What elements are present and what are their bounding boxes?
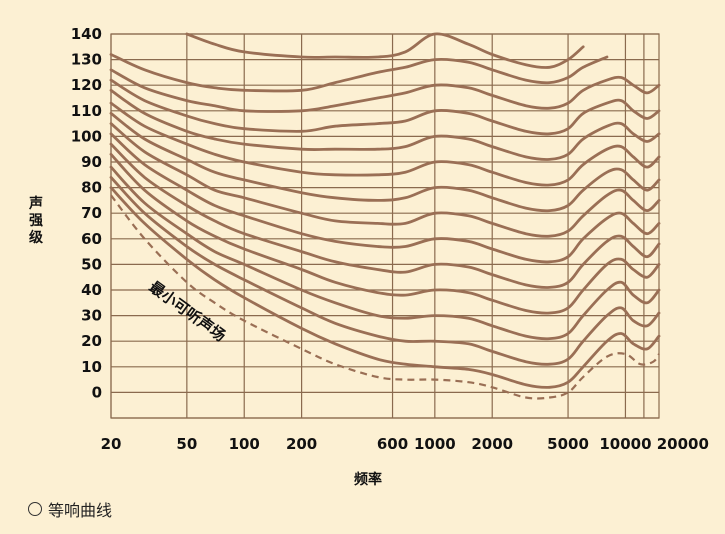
y-tick-label: 100 [71,127,102,145]
x-axis-ticks: 20 50 100 200 600 1000 2000 5000 10000 20000 [101,435,709,453]
y-tick-label: 20 [81,332,102,350]
x-tick-label: 2000 [471,435,513,453]
x-tick-label: 600 [377,435,408,453]
y-tick-label: 50 [81,255,102,273]
threshold-curve [110,194,660,400]
x-tick-label: 200 [286,435,317,453]
y-axis-ticks: 0 10 20 30 40 50 60 70 80 90 100 110 120 130 140 [71,25,102,401]
y-tick-label: 130 [71,51,102,69]
curves [109,32,661,400]
x-tick-label: 20 [101,435,122,453]
circle-icon [28,502,42,516]
y-tick-label: 60 [81,230,102,248]
y-tick-label: 110 [71,102,102,120]
y-tick-label: 80 [81,179,102,197]
loudness-curve-30 [109,165,661,341]
x-axis-label: 频率 [354,471,382,488]
y-tick-label: 70 [81,204,102,222]
loudness-curve-120 [109,68,661,113]
loudness-curve-70 [109,122,661,238]
x-tick-label: 50 [176,435,197,453]
y-tick-label: 10 [81,358,102,376]
loudness-curve-80 [109,112,661,213]
loudness-curve-50 [109,142,661,289]
caption: 等响曲线 [28,497,112,521]
x-tick-label: 10000 [599,435,651,453]
y-tick-label: 30 [81,307,102,325]
y-axis-label-char: 级 [29,229,44,246]
x-tick-label: 100 [229,435,260,453]
loudness-curve-40 [109,152,661,315]
y-tick-label: 120 [71,76,102,94]
y-tick-label: 0 [92,383,102,401]
loudness-curve-100 [109,88,661,161]
loudness-curve-20 [109,176,661,366]
loudness-curve-60 [109,132,661,264]
y-axis-label-char: 声 [28,195,43,212]
y-axis-label: 声强级 [28,195,44,246]
loudness-curve-130 [109,53,609,93]
loudness-curve-140 [185,32,585,69]
caption-text: 等响曲线 [48,501,113,520]
loudness-curve-90 [109,101,661,187]
y-axis-label-char: 强 [29,213,43,229]
y-tick-label: 40 [81,281,102,299]
x-tick-label: 1000 [414,435,456,453]
y-tick-label: 140 [71,25,102,43]
loudness-curve-10 [109,186,661,389]
y-tick-label: 90 [81,153,102,171]
loudness-curve-110 [109,78,661,136]
x-tick-label: 20000 [657,435,709,453]
x-tick-label: 5000 [547,435,589,453]
